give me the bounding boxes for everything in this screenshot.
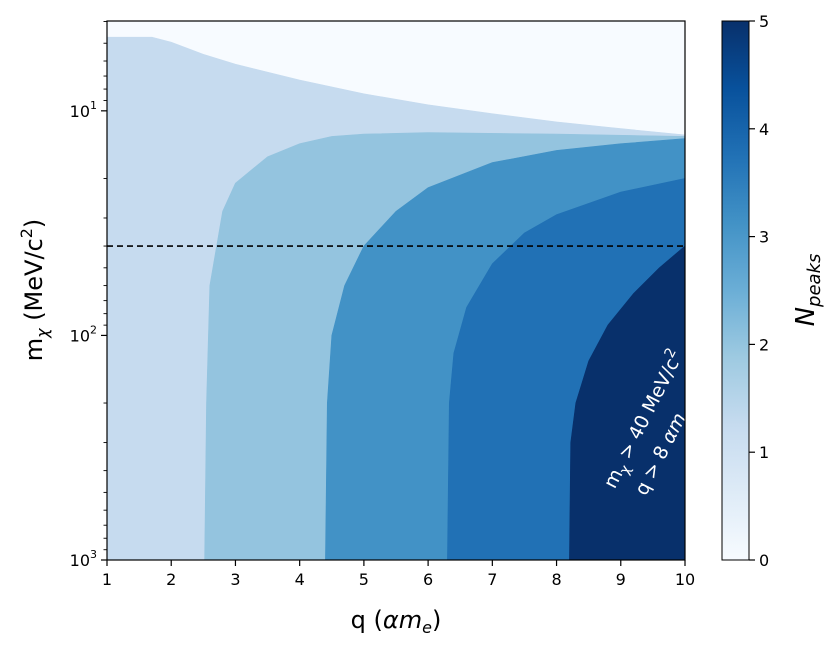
x-tick-label: 6 [423,570,433,589]
y-axis-label: mχ (MeV/c2) [17,219,52,362]
colorbar-tick-label: 2 [759,335,769,354]
colorbar-label: Npeaks [791,254,825,327]
colorbar-tick-label: 1 [759,443,769,462]
region-npeaks-5 [569,245,685,560]
y-axis: 101 102 103 [70,21,107,570]
x-tick-label: 5 [359,570,369,589]
plot-frame [106,20,686,561]
colorbar: 0 1 2 3 4 5 Npeaks [721,12,825,570]
colorbar-ticks: 0 1 2 3 4 5 [749,12,769,570]
x-tick-label: 3 [230,570,240,589]
x-tick-label: 4 [295,570,305,589]
colorbar-tick-label: 0 [759,551,769,570]
x-tick-label: 1 [102,570,112,589]
region-layer [107,36,685,560]
x-tick-label: 10 [675,570,695,589]
x-axis: 1 2 3 4 5 6 7 8 9 10 [102,560,695,589]
colorbar-tick-label: 4 [759,120,769,139]
x-tick-label: 8 [551,570,561,589]
plot-area: mχ > 40 MeV/c2q > 8 αme [107,21,685,560]
y-tick-label: 101 [70,99,97,121]
x-tick-label: 7 [487,570,497,589]
x-axis-label: q (αme) [351,606,442,637]
y-tick-label: 103 [70,548,97,570]
colorbar-tick-label: 5 [759,12,769,31]
colorbar-gradient [721,20,750,561]
x-tick-label: 9 [616,570,626,589]
x-tick-label: 2 [166,570,176,589]
y-tick-label: 102 [70,323,97,345]
colorbar-tick-label: 3 [759,228,769,247]
